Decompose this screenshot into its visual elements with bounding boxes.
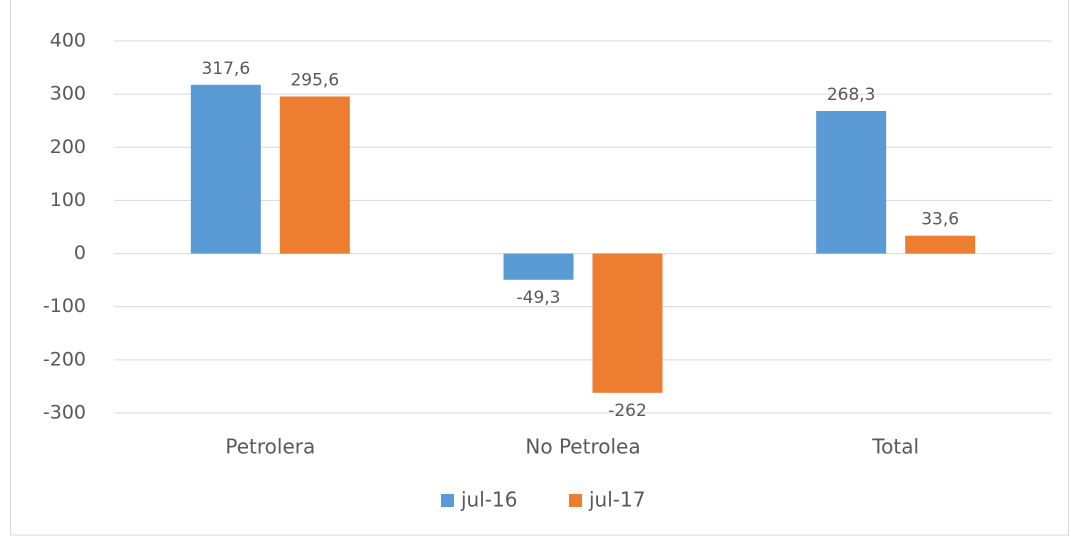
legend-swatch: [569, 494, 582, 507]
y-tick-label: 100: [50, 189, 86, 211]
y-tick-label: 0: [74, 242, 86, 264]
bar: [190, 84, 261, 254]
value-label: -262: [608, 401, 647, 421]
value-label: 33,6: [921, 210, 959, 230]
y-tick-label: 200: [50, 136, 86, 158]
y-tick-label: 400: [50, 30, 86, 52]
bar: [503, 253, 574, 280]
x-tick-label: Petrolera: [225, 435, 315, 459]
y-tick-label: -300: [43, 402, 86, 424]
legend-label: jul-16: [460, 488, 517, 512]
x-tick-label: No Petrolea: [525, 435, 640, 459]
x-tick-label: Total: [871, 435, 919, 459]
bar: [279, 96, 350, 254]
value-label: 317,6: [201, 59, 250, 79]
legend-swatch: [441, 494, 454, 507]
y-tick-label: 300: [50, 83, 86, 105]
value-label: 295,6: [290, 70, 339, 90]
legend-label: jul-17: [588, 488, 645, 512]
bar: [592, 253, 663, 393]
chart-border: [10, 0, 1069, 536]
value-label: -49,3: [517, 288, 561, 308]
y-tick-label: -100: [43, 295, 86, 317]
y-tick-label: -200: [43, 348, 86, 370]
bar: [905, 235, 976, 254]
value-label: 268,3: [827, 85, 876, 105]
bar: [816, 110, 887, 254]
